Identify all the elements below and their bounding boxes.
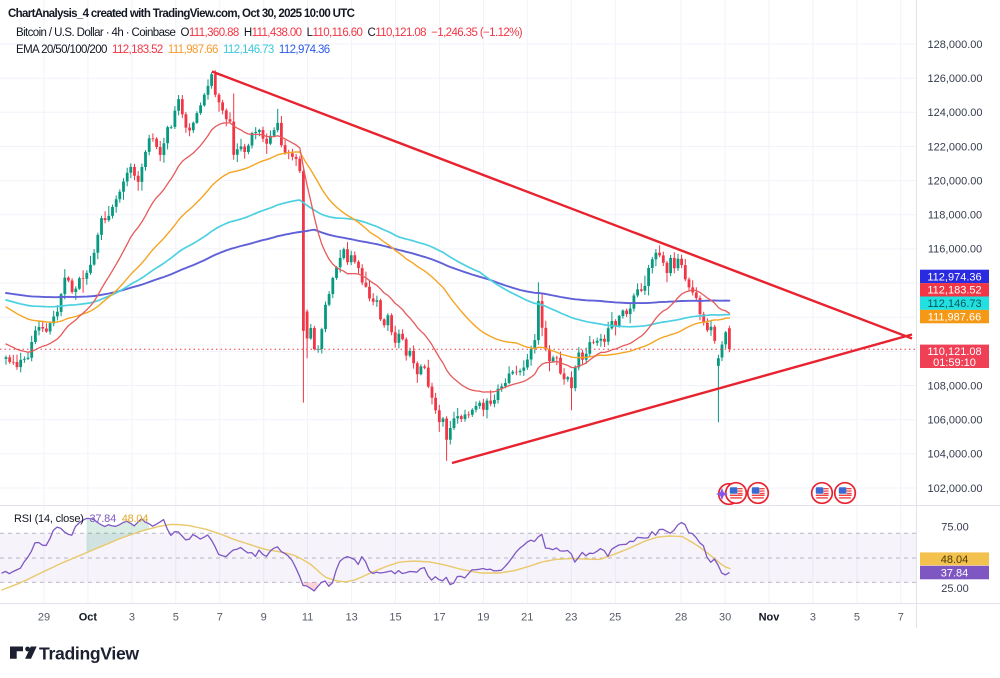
- svg-text:48.04: 48.04: [941, 554, 969, 566]
- svg-text:112,183.52: 112,183.52: [927, 285, 981, 297]
- svg-text:128,000.00: 128,000.00: [927, 39, 982, 51]
- svg-text:23: 23: [565, 612, 577, 624]
- svg-text:124,000.00: 124,000.00: [927, 107, 982, 119]
- svg-text:122,000.00: 122,000.00: [927, 141, 982, 153]
- svg-text:111,987.66: 111,987.66: [928, 312, 981, 324]
- svg-text:75.00: 75.00: [941, 522, 969, 534]
- svg-text:5: 5: [173, 612, 179, 624]
- svg-text:28: 28: [675, 612, 687, 624]
- svg-text:17: 17: [433, 612, 445, 624]
- svg-text:37.84: 37.84: [941, 567, 969, 579]
- svg-text:110,121.08: 110,121.08: [927, 346, 981, 358]
- svg-text:112,974.36: 112,974.36: [927, 271, 981, 283]
- svg-text:120,000.00: 120,000.00: [927, 175, 982, 187]
- svg-text:9: 9: [261, 612, 267, 624]
- svg-text:112,146.73: 112,146.73: [927, 298, 981, 310]
- svg-text:108,000.00: 108,000.00: [927, 380, 982, 392]
- svg-text:106,000.00: 106,000.00: [927, 415, 982, 427]
- svg-text:19: 19: [477, 612, 489, 624]
- svg-text:21: 21: [521, 612, 533, 624]
- svg-text:13: 13: [345, 612, 357, 624]
- svg-text:104,000.00: 104,000.00: [927, 449, 982, 461]
- svg-text:7: 7: [898, 612, 904, 624]
- svg-text:25.00: 25.00: [941, 583, 969, 595]
- svg-text:3: 3: [810, 612, 816, 624]
- svg-text:Nov: Nov: [759, 612, 781, 624]
- svg-text:Oct: Oct: [79, 612, 98, 624]
- svg-text:102,000.00: 102,000.00: [927, 483, 982, 495]
- svg-text:116,000.00: 116,000.00: [928, 244, 982, 256]
- svg-text:15: 15: [389, 612, 401, 624]
- svg-text:11: 11: [302, 612, 313, 624]
- svg-text:TradingView: TradingView: [39, 644, 139, 664]
- svg-text:118,000.00: 118,000.00: [928, 210, 982, 222]
- svg-text:3: 3: [129, 612, 135, 624]
- svg-text:5: 5: [854, 612, 860, 624]
- svg-text:30: 30: [719, 612, 731, 624]
- svg-text:01:59:10: 01:59:10: [933, 357, 976, 369]
- svg-text:7: 7: [217, 612, 223, 624]
- svg-text:126,000.00: 126,000.00: [927, 73, 982, 85]
- svg-text:29: 29: [38, 612, 50, 624]
- svg-text:25: 25: [609, 612, 621, 624]
